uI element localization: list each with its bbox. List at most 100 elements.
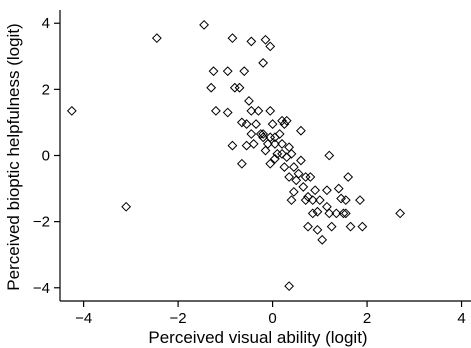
data-point bbox=[336, 193, 346, 204]
data-point bbox=[296, 125, 306, 136]
data-point bbox=[222, 107, 233, 118]
data-point bbox=[272, 148, 283, 159]
data-point bbox=[340, 195, 351, 206]
data-point bbox=[265, 105, 276, 116]
data-point bbox=[265, 41, 276, 52]
data-point bbox=[284, 281, 295, 292]
x-tick-label: 0 bbox=[268, 310, 276, 327]
data-point bbox=[258, 129, 269, 139]
data-point bbox=[322, 185, 332, 196]
y-tick-label: −4 bbox=[33, 280, 50, 297]
data-point bbox=[317, 234, 328, 245]
y-tick-label: −2 bbox=[33, 214, 50, 231]
data-point bbox=[326, 221, 337, 232]
data-point bbox=[324, 208, 335, 219]
data-point bbox=[286, 148, 297, 159]
data-points bbox=[66, 19, 406, 292]
y-axis-label: Perceived bioptic helpfulness (logit) bbox=[4, 23, 23, 290]
data-point bbox=[298, 182, 309, 192]
data-point bbox=[222, 66, 233, 77]
data-point bbox=[241, 119, 252, 129]
data-point bbox=[303, 221, 313, 232]
data-point bbox=[333, 183, 344, 194]
data-point bbox=[277, 115, 287, 126]
data-point bbox=[210, 105, 221, 116]
data-point bbox=[338, 208, 349, 219]
data-point bbox=[248, 139, 259, 149]
data-point bbox=[199, 19, 209, 30]
x-axis-label: Perceived visual ability (logit) bbox=[148, 328, 367, 347]
data-point bbox=[244, 96, 254, 106]
data-point bbox=[314, 195, 325, 206]
data-point bbox=[279, 119, 290, 129]
data-point bbox=[345, 221, 356, 232]
data-point bbox=[279, 162, 290, 172]
data-point bbox=[260, 145, 271, 156]
data-point bbox=[274, 129, 285, 139]
data-point bbox=[288, 186, 299, 197]
data-point bbox=[357, 221, 368, 232]
data-point bbox=[151, 33, 162, 44]
data-point bbox=[258, 58, 269, 68]
data-point bbox=[293, 168, 304, 179]
data-point bbox=[281, 152, 292, 163]
data-point bbox=[343, 172, 354, 182]
data-point bbox=[227, 33, 238, 44]
data-point bbox=[241, 140, 252, 151]
data-point bbox=[265, 158, 276, 169]
data-point bbox=[312, 206, 323, 217]
data-point bbox=[255, 129, 266, 139]
data-point bbox=[281, 115, 292, 126]
data-point bbox=[312, 224, 323, 235]
x-tick-label: −2 bbox=[170, 310, 187, 327]
data-point bbox=[66, 105, 77, 116]
y-tick-label: 0 bbox=[42, 148, 50, 165]
x-tick-label: 2 bbox=[363, 310, 371, 327]
data-point bbox=[340, 208, 351, 219]
data-point bbox=[246, 105, 257, 116]
data-point bbox=[227, 140, 238, 151]
data-point bbox=[234, 82, 245, 93]
data-point bbox=[229, 82, 240, 93]
data-point bbox=[324, 150, 335, 161]
data-point bbox=[208, 66, 219, 77]
data-point bbox=[236, 117, 247, 128]
data-point bbox=[307, 208, 318, 219]
data-point bbox=[253, 105, 264, 116]
data-point bbox=[236, 158, 247, 169]
data-point bbox=[296, 155, 306, 166]
data-point bbox=[300, 172, 311, 182]
data-point bbox=[305, 172, 316, 182]
data-point bbox=[286, 195, 297, 206]
data-point bbox=[331, 208, 342, 219]
data-point bbox=[121, 201, 132, 212]
x-tick-label: 4 bbox=[457, 310, 465, 327]
data-point bbox=[206, 82, 217, 93]
data-point bbox=[291, 175, 302, 186]
data-point bbox=[303, 191, 313, 202]
y-tick-label: 2 bbox=[42, 81, 50, 98]
data-point bbox=[277, 148, 287, 159]
data-point bbox=[239, 66, 250, 77]
data-point bbox=[300, 195, 311, 206]
axes: −4 −2 0 2 4 −4 −2 0 2 4 bbox=[33, 10, 471, 327]
data-point bbox=[270, 153, 280, 164]
data-point bbox=[395, 208, 406, 219]
data-point bbox=[310, 185, 321, 196]
data-point bbox=[270, 139, 280, 149]
data-point bbox=[284, 172, 295, 182]
data-point bbox=[246, 36, 257, 47]
data-point bbox=[267, 119, 278, 129]
data-point bbox=[307, 195, 318, 206]
data-point bbox=[288, 162, 299, 172]
x-tick-label: −4 bbox=[75, 310, 92, 327]
data-point bbox=[251, 119, 261, 129]
data-point bbox=[260, 34, 271, 45]
y-tick-label: 4 bbox=[42, 15, 50, 32]
axis-labels: Perceived visual ability (logit) Perceiv… bbox=[4, 23, 368, 347]
data-point bbox=[277, 139, 287, 149]
data-point bbox=[246, 129, 257, 139]
data-point bbox=[355, 195, 365, 206]
